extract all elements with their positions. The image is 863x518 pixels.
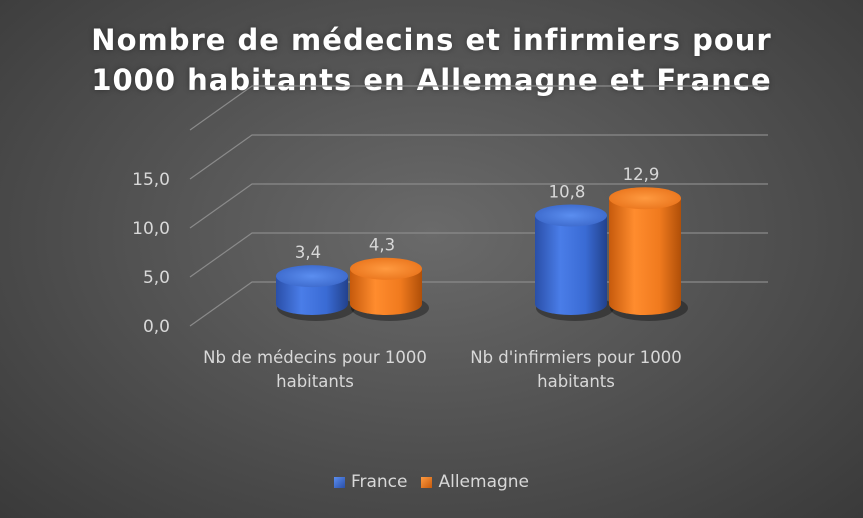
chart-title: Nombre de médecins et infirmiers pour 10… xyxy=(0,20,863,100)
legend: France Allemagne xyxy=(0,472,863,492)
legend-swatch-allemagne xyxy=(421,476,433,488)
data-label: 12,9 xyxy=(623,165,660,184)
x-category-label: habitants xyxy=(276,372,354,391)
bar-allemagne-1 xyxy=(609,198,681,315)
legend-swatch-france xyxy=(333,476,345,488)
data-label: 10,8 xyxy=(549,182,586,201)
y-tick-label: 0,0 xyxy=(143,317,170,337)
data-label: 3,4 xyxy=(295,243,321,262)
x-category-label: habitants xyxy=(537,372,615,391)
bar-france-1 xyxy=(535,215,607,315)
data-label: 4,3 xyxy=(369,236,395,255)
data-labels: 3,4 4,3 10,8 12,9 xyxy=(295,165,660,262)
y-tick-label: 10,0 xyxy=(132,219,170,239)
bars xyxy=(276,187,688,321)
chart-title-line-1: Nombre de médecins et infirmiers pour xyxy=(91,23,772,57)
x-axis-categories: Nb de médecins pour 1000 habitants Nb d'in… xyxy=(203,348,682,391)
x-category-label: Nb d'infirmiers pour 1000 xyxy=(470,348,681,367)
bar-top-cap xyxy=(350,257,422,280)
y-tick-label: 15,0 xyxy=(132,170,170,190)
legend-label-france: France xyxy=(350,472,408,492)
bar-top-cap xyxy=(276,265,348,288)
gridline xyxy=(189,85,768,131)
y-axis-ticks: 0,0 5,0 10,0 15,0 xyxy=(132,170,170,337)
bar-top-cap xyxy=(609,187,681,210)
bar-top-cap xyxy=(535,204,607,227)
legend-item-allemagne: Allemagne xyxy=(421,472,529,492)
legend-label-allemagne: Allemagne xyxy=(438,472,530,492)
gridline xyxy=(189,183,768,229)
legend-item-france: France xyxy=(333,472,408,492)
chart-title-line-2: 1000 habitants en Allemagne et France xyxy=(91,63,772,97)
y-tick-label: 5,0 xyxy=(143,268,170,288)
gridline xyxy=(189,134,768,180)
x-category-label: Nb de médecins pour 1000 xyxy=(203,348,427,367)
bar-france-0 xyxy=(276,276,348,315)
gridline xyxy=(189,232,768,278)
bar-allemagne-0 xyxy=(350,268,422,315)
